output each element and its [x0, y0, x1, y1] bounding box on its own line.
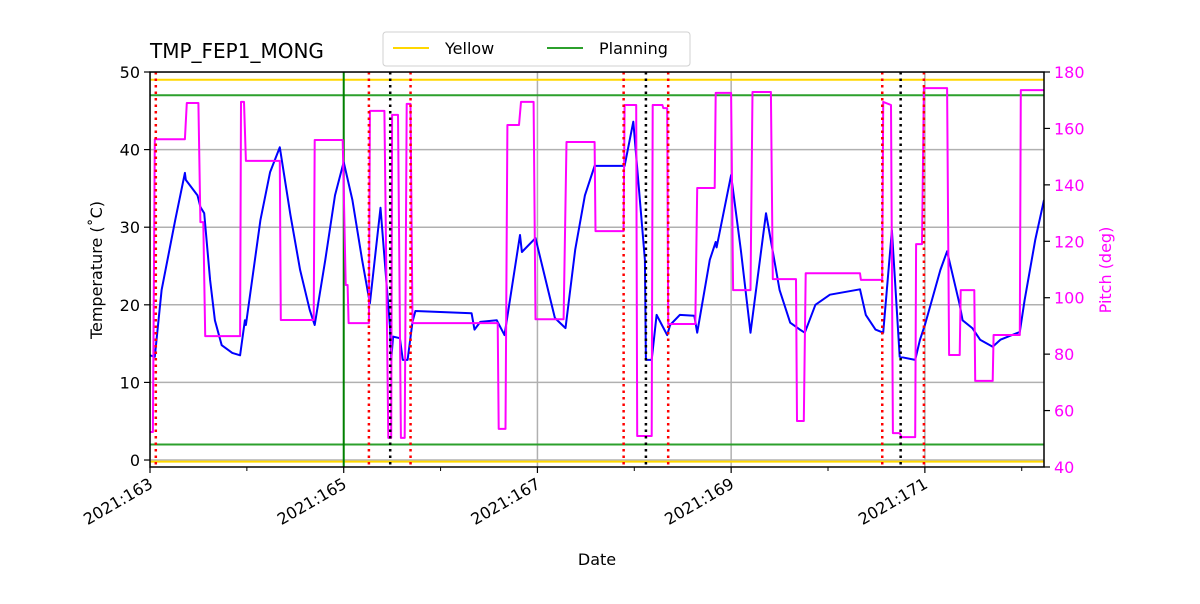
- y-axis-label: Temperature (˚C): [87, 201, 106, 340]
- y2-tick-label: 160: [1054, 119, 1085, 138]
- temperature-series-line: [150, 120, 1044, 361]
- legend-label-planning: Planning: [599, 39, 668, 58]
- y2-tick-label: 140: [1054, 176, 1085, 195]
- x-axis-label: Date: [578, 550, 616, 569]
- legend: Yellow Planning: [382, 31, 691, 67]
- y2-tick-label: 120: [1054, 232, 1085, 251]
- plot-content: [150, 72, 1044, 467]
- y-tick-label: 0: [130, 451, 140, 470]
- legend-frame: [382, 31, 691, 67]
- x-tick-label: 2021:163: [80, 474, 156, 529]
- y2-tick-label: 40: [1054, 458, 1074, 477]
- y2-tick-label: 180: [1054, 63, 1085, 82]
- y2-axis-label: Pitch (deg): [1096, 227, 1115, 314]
- x-tick-label: 2021:165: [274, 474, 350, 529]
- y-tick-label: 10: [120, 373, 140, 392]
- x-tick-label: 2021:171: [855, 474, 931, 529]
- y2-tick-label: 60: [1054, 402, 1074, 421]
- y-tick-label: 50: [120, 63, 140, 82]
- x-tick-label: 2021:169: [661, 474, 737, 529]
- y-tick-label: 20: [120, 296, 140, 315]
- y2-tick-label: 100: [1054, 289, 1085, 308]
- legend-label-yellow: Yellow: [444, 39, 494, 58]
- x-tick-label: 2021:167: [468, 474, 544, 529]
- pitch-series-line: [150, 87, 1044, 439]
- y2-tick-label: 80: [1054, 345, 1074, 364]
- chart-title: TMP_FEP1_MONG: [149, 39, 324, 63]
- axes-frame: [149, 71, 1045, 468]
- y-tick-label: 40: [120, 141, 140, 160]
- y-tick-label: 30: [120, 218, 140, 237]
- plot-area: [150, 72, 1044, 467]
